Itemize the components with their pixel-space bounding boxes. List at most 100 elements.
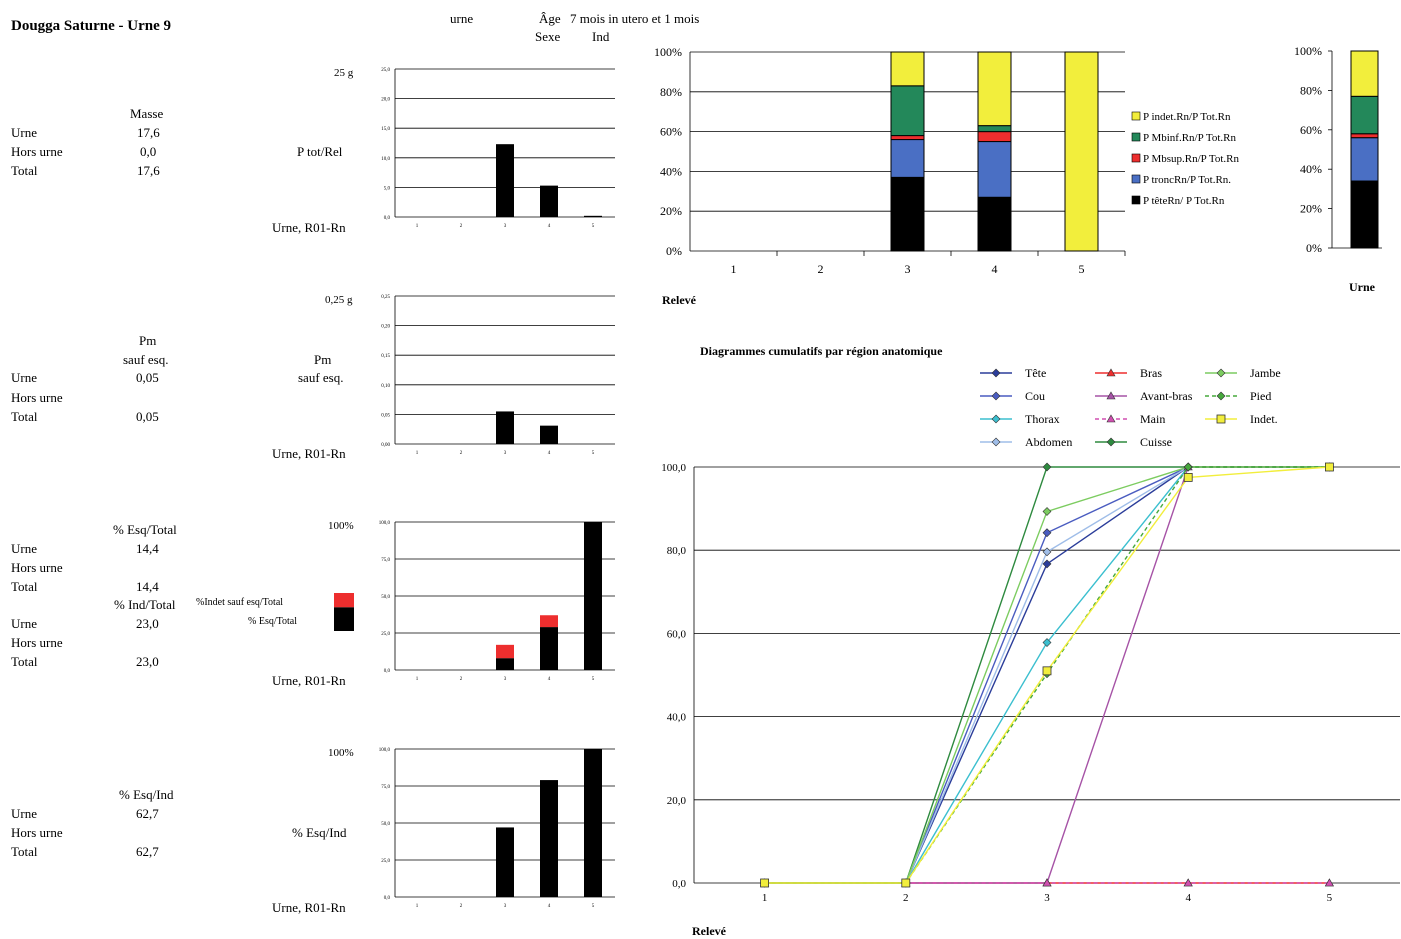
legend-label: P Mbsup.Rn/P Tot.Rn: [1143, 153, 1240, 165]
y-tick-label: 60%: [1300, 123, 1322, 137]
y-tick-label: 0,0: [384, 669, 391, 674]
x-tick-label: 4: [1185, 892, 1191, 904]
y-tick-label: 80%: [660, 85, 682, 99]
y-tick-label: 100,0: [379, 748, 391, 753]
chart-cumulative: 0,0 20,0 40,0 60,0 80,0 100,0 1 2 3 4 5 Tête Cou Thor…: [661, 366, 1400, 904]
series-marker: [1042, 507, 1052, 516]
y-tick-label: 0%: [1306, 241, 1322, 255]
legend-esq: % Esq/Total: [248, 616, 298, 627]
x-tick-label: 4: [548, 224, 551, 229]
ind-row-label: Total: [11, 654, 38, 669]
urne-bar-segment: [1350, 180, 1379, 249]
sexe-label: Sexe: [535, 29, 561, 44]
stacked-bar-segment: [890, 51, 925, 87]
page-title: Dougga Saturne - Urne 9: [11, 18, 171, 34]
x-tick-label: 3: [504, 904, 507, 909]
y-tick-label: 0,0: [384, 896, 391, 901]
legend-label: Thorax: [1025, 412, 1060, 426]
legend-marker: [991, 414, 1001, 424]
ind-row-label: Urne: [11, 616, 37, 631]
bar: [540, 425, 558, 444]
chart-pm: 0,00 0,05 0,10 0,15 0,20 0,25 1 2 3 4 5: [381, 295, 615, 456]
legend-marker: [1216, 368, 1226, 378]
legend-swatch: [1131, 111, 1141, 121]
stacked-bar-segment: [977, 131, 1012, 143]
sexe-value: Ind: [592, 29, 610, 44]
x-tick-label: 5: [592, 904, 595, 909]
legend-marker: [1106, 414, 1116, 423]
legend-label: Indet.: [1250, 412, 1278, 426]
bar: [496, 144, 514, 217]
chart2-top-label: 0,25 g: [325, 294, 353, 306]
y-tick-label: 80,0: [667, 545, 687, 557]
x-tick-label: 5: [1327, 892, 1333, 904]
chart4-bottom-label: Urne, R01-Rn: [272, 900, 346, 915]
series-marker: [901, 878, 911, 888]
y-tick-label: 0,0: [384, 216, 391, 221]
series-marker: [760, 878, 769, 888]
x-tick-label: 1: [416, 677, 419, 682]
y-tick-label: 25,0: [381, 859, 390, 864]
esq-total-heading: % Esq/Total: [113, 522, 177, 537]
legend-label: Pied: [1250, 389, 1271, 403]
y-tick-label: 20%: [1300, 202, 1322, 216]
pm-row-value: 0,05: [136, 370, 159, 385]
ind-total-heading: % Ind/Total: [114, 597, 176, 612]
legend-indet: %Indet sauf esq/Total: [196, 597, 284, 608]
x-tick-label: 2: [460, 451, 463, 456]
y-tick-label: 50,0: [381, 595, 390, 600]
stacked-bar-segment: [1064, 51, 1099, 252]
urne-header: urne: [450, 11, 474, 26]
x-tick-label: 2: [460, 224, 463, 229]
chart3-bottom-label: Urne, R01-Rn: [272, 673, 346, 688]
series-marker: [1042, 878, 1052, 887]
y-tick-label: 0,20: [381, 325, 390, 330]
chart3-top-label: 100%: [328, 520, 354, 532]
y-tick-label: 100%: [1294, 44, 1322, 58]
legend-label: P Mbinf.Rn/P Tot.Rn: [1143, 132, 1236, 144]
urne-xlabel: Urne: [1349, 280, 1375, 294]
masse-row-label: Total: [11, 163, 38, 178]
pm-row-value: 0,05: [136, 409, 159, 424]
y-tick-label: 75,0: [381, 558, 390, 563]
stacked-bar-segment: [977, 51, 1012, 127]
x-tick-label: 1: [731, 262, 737, 276]
bar: [496, 827, 514, 897]
legend-marker: [1106, 368, 1116, 377]
y-tick-label: 40%: [660, 164, 682, 178]
bar-segment: [540, 627, 558, 670]
esq-row-label: Hors urne: [11, 560, 63, 575]
age-label: Âge: [539, 11, 561, 26]
legend-marker: [1106, 437, 1116, 447]
legend-label: P indet.Rn/P Tot.Rn: [1143, 111, 1231, 123]
esqind-row-value: 62,7: [136, 844, 159, 859]
y-tick-label: 0,15: [381, 354, 390, 359]
legend-marker: [991, 368, 1001, 378]
y-tick-label: 25,0: [381, 632, 390, 637]
urne-bar-segment: [1350, 133, 1379, 139]
x-tick-label: 2: [818, 262, 824, 276]
cumul-xlabel: Relevé: [692, 924, 726, 938]
y-tick-label: 100,0: [661, 462, 686, 474]
y-tick-label: 20%: [660, 204, 682, 218]
x-tick-label: 2: [460, 677, 463, 682]
legend-label: Cou: [1025, 389, 1045, 403]
y-tick-label: 0,25: [381, 295, 390, 300]
series-marker: [1042, 528, 1052, 538]
legend-marker: [1216, 414, 1226, 424]
bar-segment: [496, 658, 514, 670]
y-tick-label: 60,0: [667, 628, 687, 640]
ind-row-value: 23,0: [136, 616, 159, 631]
y-tick-label: 50,0: [381, 822, 390, 827]
legend-marker: [1216, 391, 1226, 401]
pm-row-label: Total: [11, 409, 38, 424]
y-tick-label: 0,00: [381, 443, 390, 448]
chart2-side-label-sub: sauf esq.: [298, 370, 344, 385]
stacked-bar-segment: [977, 196, 1012, 252]
pm-heading: Pm: [139, 333, 157, 348]
y-tick-label: 20,0: [381, 98, 390, 103]
y-tick-label: 60%: [660, 125, 682, 139]
urne-bar-segment: [1350, 137, 1379, 182]
series-marker: [1042, 547, 1052, 557]
legend-marker: [1106, 391, 1116, 400]
